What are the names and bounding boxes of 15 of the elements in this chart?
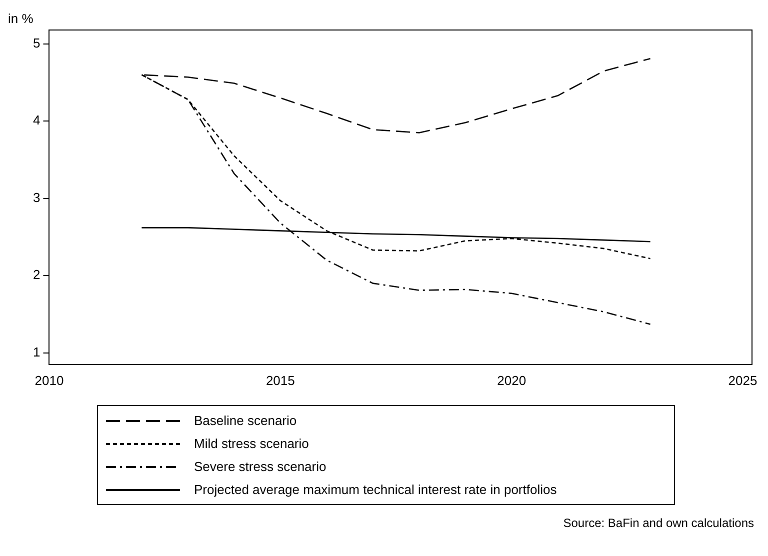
y-tick-label: 3 <box>32 190 40 205</box>
x-tick-label: 2010 <box>34 372 64 388</box>
y-tick-label: 5 <box>32 35 40 50</box>
y-tick-label: 4 <box>32 112 40 128</box>
x-tick-label: 2020 <box>497 372 526 388</box>
x-tick-label: 2015 <box>266 372 295 388</box>
y-tick-label: 2 <box>32 267 40 282</box>
legend-label: Mild stress scenario <box>194 436 309 451</box>
legend-label: Severe stress scenario <box>194 459 326 474</box>
legend-label: Baseline scenario <box>194 413 297 428</box>
y-tick-label: 1 <box>32 344 40 360</box>
source-note: Source: BaFin and own calculations <box>563 516 754 530</box>
x-tick-label: 2025 <box>728 372 758 388</box>
legend-label: Projected average maximum technical interest rate in portfolios <box>194 482 557 497</box>
y-axis-title: in % <box>8 11 34 26</box>
